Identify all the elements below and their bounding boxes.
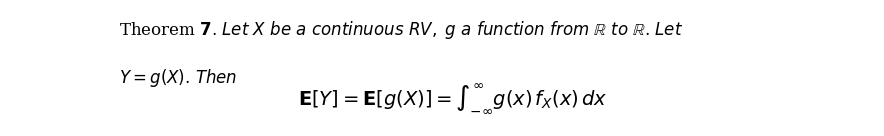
Text: $Y = g(X)$. $\it{Then}$: $Y = g(X)$. $\it{Then}$ <box>118 67 237 89</box>
Text: $\mathbf{E}[Y] = \mathbf{E}[g(X)] = \int_{-\infty}^{\infty} g(x)\, f_X(x)\, dx$: $\mathbf{E}[Y] = \mathbf{E}[g(X)] = \int… <box>298 82 608 115</box>
Text: Theorem $\bf{7}$. $\it{Let}$ $X$ $\it{be\ a\ continuous\ RV,}$ $g$ $\it{a\ funct: Theorem $\bf{7}$. $\it{Let}$ $X$ $\it{be… <box>118 19 683 41</box>
